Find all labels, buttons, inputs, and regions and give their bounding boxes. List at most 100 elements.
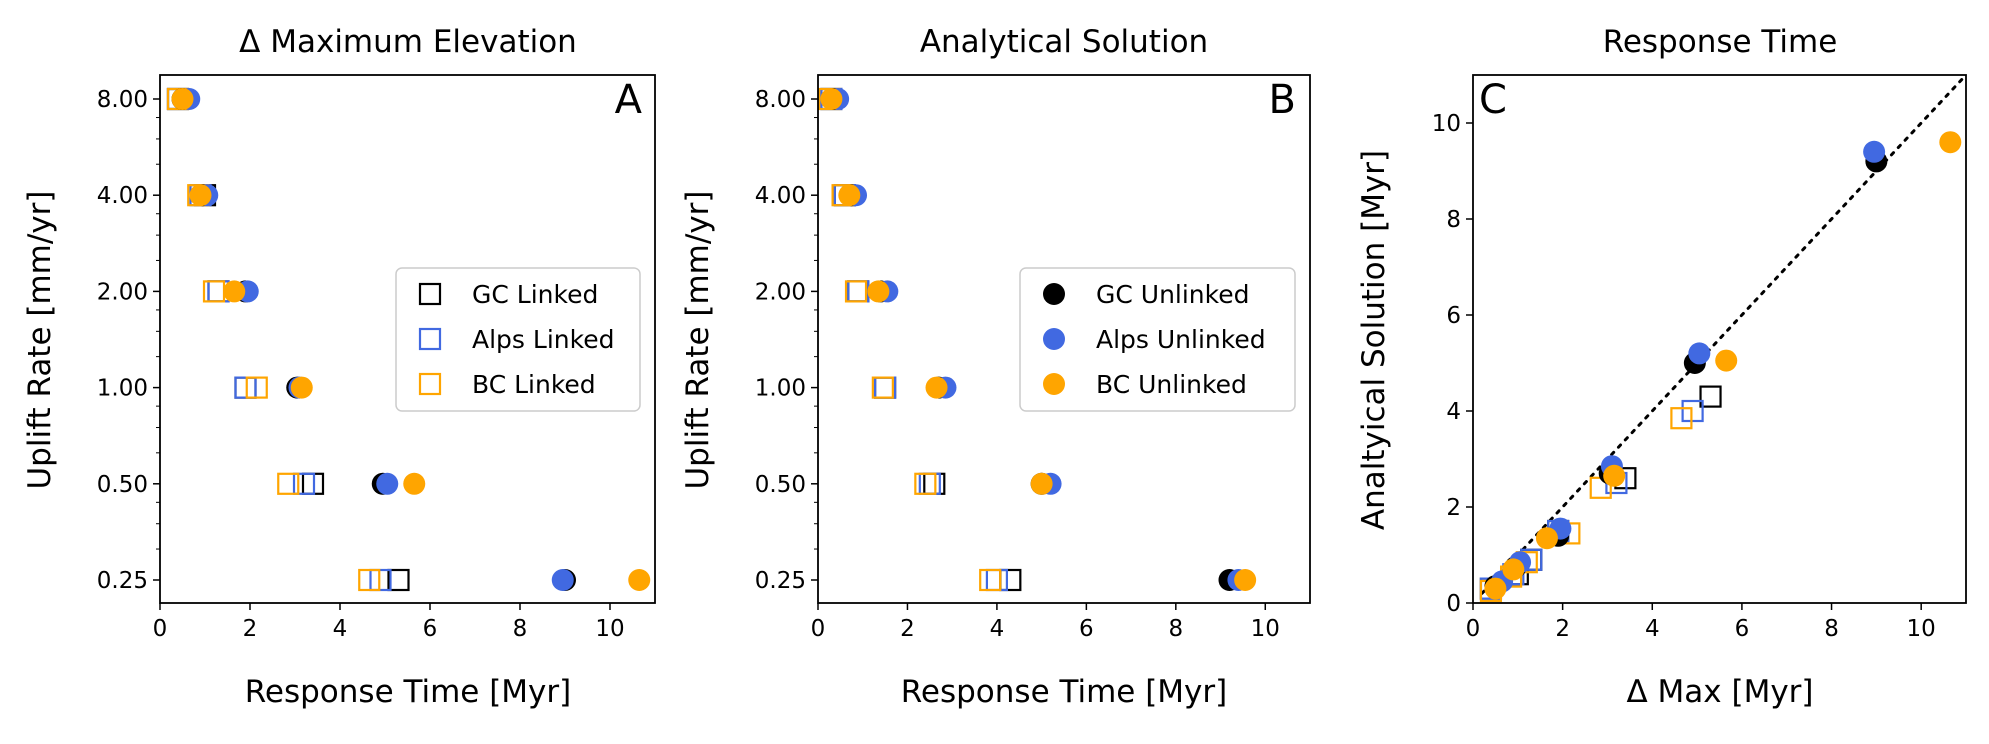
y-tick-label-5: 0.25 (755, 568, 806, 594)
one-to-one-line (1480, 73, 1968, 595)
marker-p1-s2-2 (844, 280, 868, 303)
y-tick-label-4: 0.50 (755, 472, 806, 498)
x-tick-label-1: 2 (1555, 616, 1570, 642)
marker-p2-s5-1 (1502, 558, 1525, 581)
panel-a-xlabel: Response Time [Myr] (245, 674, 571, 710)
x-tick-label-2: 4 (1645, 616, 1660, 642)
marker-p1-s5-1 (838, 184, 861, 207)
legend: GC Unlinked Alps Unlinked BC Unlinked (1019, 267, 1296, 412)
y-tick-label-2: 2.00 (755, 279, 806, 305)
marker-p2-s5-3 (1603, 464, 1626, 487)
marker-p0-s2-5 (358, 568, 381, 592)
x-tick-label-1: 2 (243, 616, 258, 642)
marker-p1-s2-5 (979, 568, 1002, 592)
legend-label-2: BC Unlinked (1096, 370, 1247, 399)
x-tick-label-4: 8 (1168, 616, 1183, 642)
panel-b-letter: B (1269, 77, 1296, 123)
legend-frame (395, 267, 641, 412)
legend-marker-1 (1043, 328, 1065, 350)
y-tick-label-1: 4.00 (755, 183, 806, 209)
marker-p1-s5-5 (1234, 569, 1257, 591)
y-tick-label-4: 0.50 (97, 472, 148, 498)
axes-frame (1472, 74, 1967, 604)
panel-a-ylabel: Uplift Rate [mm/yr] (22, 190, 58, 489)
y-tick-label-2: 4 (1446, 399, 1461, 425)
panel-b-plot-area: 0 2 4 6 8 10 8.00 4.00 2.00 1.00 0.50 0.25 GC Unlink… (755, 74, 1311, 642)
x-tick-label-0: 0 (153, 616, 168, 642)
x-tick-label-2: 4 (990, 616, 1005, 642)
y-tick-label-3: 1.00 (755, 376, 806, 402)
x-tick-label-0: 0 (811, 616, 826, 642)
x-tick-label-5: 10 (1251, 616, 1280, 642)
marker-p0-s4-5 (551, 569, 574, 591)
y-tick-label-2: 2.00 (97, 279, 148, 305)
x-tick-label-3: 6 (423, 616, 438, 642)
marker-p1-s1-5 (985, 568, 1009, 592)
marker-p0-s0-3 (234, 376, 257, 399)
legend-marker-2 (418, 372, 442, 396)
legend-label-0: GC Linked (472, 280, 598, 309)
y-tick-label-0: 8.00 (97, 87, 148, 113)
panel-c-letter: C (1479, 77, 1507, 123)
legend-label-0: GC Unlinked (1096, 280, 1250, 309)
x-tick-label-3: 6 (1079, 616, 1094, 642)
x-tick-label-5: 10 (595, 616, 624, 642)
marker-p0-s5-2 (223, 280, 246, 303)
marker-p2-s1-5 (1681, 399, 1704, 423)
panel-c-ylabel: Analtyical Solution [Myr] (1356, 150, 1392, 530)
legend-frame (1019, 267, 1296, 412)
marker-p1-s2-3 (871, 376, 894, 399)
marker-p1-s5-0 (820, 88, 843, 110)
panel-a-plot-area: 0 2 4 6 8 10 8.00 4.00 2.00 1.00 0.50 0.25 GC Linked… (97, 74, 656, 642)
panel-c-title: Response Time (1603, 24, 1838, 60)
marker-p0-s1-3 (234, 376, 257, 399)
marker-p2-s0-5 (1699, 385, 1722, 408)
marker-p1-s5-4 (1030, 472, 1053, 495)
legend-marker-0 (1043, 283, 1065, 305)
marker-p0-s4-4 (376, 472, 399, 495)
y-tick-label-0: 8.00 (755, 87, 806, 113)
legend-marker-2 (1043, 373, 1065, 395)
marker-p1-s0-5 (999, 568, 1022, 592)
x-tick-label-1: 2 (900, 616, 915, 642)
marker-p0-s5-0 (171, 88, 194, 110)
legend-label-2: BC Linked (472, 370, 596, 399)
panel-a: Δ Maximum Elevation Response Time [Myr] … (22, 24, 656, 710)
panel-a-letter: A (615, 77, 643, 123)
marker-p2-s4-4 (1688, 342, 1711, 365)
axes-frame (159, 74, 656, 604)
panel-b: Analytical Solution Response Time [Myr] … (680, 24, 1311, 710)
marker-p2-s5-5 (1939, 131, 1962, 154)
x-tick-label-5: 10 (1907, 616, 1936, 642)
marker-p0-s5-3 (290, 376, 313, 399)
marker-p0-s5-1 (189, 184, 212, 207)
marker-p1-s1-4 (918, 472, 941, 495)
y-tick-label-4: 8 (1446, 207, 1461, 233)
legend-label-1: Alps Linked (472, 325, 614, 354)
y-tick-label-0: 0 (1446, 591, 1461, 617)
panel-c-plot-area: 0 2 4 6 8 10 0 2 4 6 8 10 (1432, 73, 1968, 642)
marker-p2-s5-4 (1715, 349, 1738, 372)
marker-p2-s5-0 (1484, 577, 1507, 600)
panel-b-ylabel: Uplift Rate [mm/yr] (680, 190, 716, 489)
panel-c: Response Time Δ Max [Myr] Analtyical Sol… (1356, 24, 1968, 710)
y-tick-label-1: 2 (1446, 495, 1461, 521)
marker-p2-s5-2 (1535, 527, 1558, 550)
x-tick-label-3: 6 (1735, 616, 1750, 642)
marker-p0-s5-4 (403, 472, 426, 495)
axes-frame (817, 74, 1311, 604)
y-tick-label-3: 6 (1446, 303, 1461, 329)
marker-p2-s2-5 (1670, 407, 1693, 430)
legend-marker-1 (418, 327, 442, 351)
marker-p1-s5-2 (867, 280, 890, 303)
marker-p2-s4-5 (1863, 140, 1886, 163)
legend-marker-0 (418, 282, 442, 306)
marker-p0-s2-3 (245, 376, 268, 399)
panel-a-title: Δ Maximum Elevation (239, 24, 577, 60)
panel-b-title: Analytical Solution (920, 24, 1208, 60)
panel-b-xlabel: Response Time [Myr] (901, 674, 1227, 710)
marker-p0-s5-5 (628, 569, 651, 591)
marker-p0-s0-5 (387, 568, 410, 592)
y-tick-label-5: 0.25 (97, 568, 148, 594)
